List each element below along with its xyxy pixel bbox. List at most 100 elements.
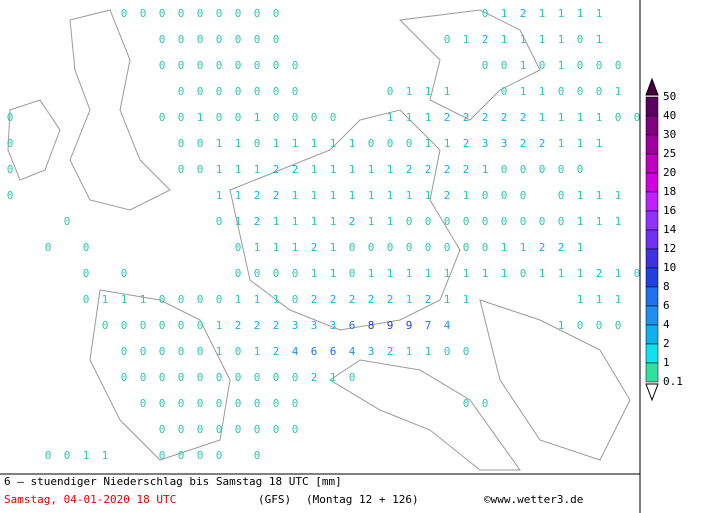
grid-value: 1 <box>368 189 375 202</box>
grid-value: 4 <box>292 345 299 358</box>
grid-value: 1 <box>615 215 622 228</box>
grid-value: 0 <box>254 59 261 72</box>
legend-swatch <box>645 229 659 250</box>
grid-value: 1 <box>520 33 527 46</box>
grid-value: 0 <box>254 371 261 384</box>
grid-value: 0 <box>387 241 394 254</box>
grid-value: 0 <box>197 137 204 150</box>
grid-value: 1 <box>501 241 508 254</box>
grid-value: 1 <box>102 293 109 306</box>
legend-swatch <box>645 286 659 307</box>
grid-value: 1 <box>577 215 584 228</box>
legend-label: 50 <box>663 90 676 103</box>
grid-value: 1 <box>349 189 356 202</box>
grid-value: 2 <box>463 111 470 124</box>
legend-label: 6 <box>663 299 670 312</box>
grid-value: 0 <box>216 7 223 20</box>
grid-value: 1 <box>444 137 451 150</box>
grid-value: 0 <box>216 33 223 46</box>
grid-value: 0 <box>45 241 52 254</box>
grid-value: 1 <box>311 267 318 280</box>
grid-value: 0 <box>121 267 128 280</box>
grid-value: 0 <box>7 189 14 202</box>
grid-value: 1 <box>558 267 565 280</box>
legend-swatch <box>645 343 659 364</box>
grid-value: 1 <box>121 293 128 306</box>
grid-value: 1 <box>482 163 489 176</box>
grid-value: 0 <box>482 397 489 410</box>
grid-value: 2 <box>425 293 432 306</box>
grid-value: 0 <box>7 111 14 124</box>
grid-value: 4 <box>349 345 356 358</box>
grid-value: 1 <box>349 163 356 176</box>
grid-value: 0 <box>216 85 223 98</box>
legend-arrow-top <box>645 77 659 96</box>
grid-value: 0 <box>311 111 318 124</box>
grid-value: 0 <box>159 319 166 332</box>
grid-value: 0 <box>178 163 185 176</box>
grid-value: 0 <box>273 111 280 124</box>
legend-label: 20 <box>663 166 676 179</box>
grid-value: 1 <box>558 7 565 20</box>
grid-value: 0 <box>159 397 166 410</box>
grid-value: 2 <box>539 137 546 150</box>
grid-value: 1 <box>216 163 223 176</box>
grid-value: 1 <box>330 163 337 176</box>
grid-value: 0 <box>273 267 280 280</box>
legend-swatch <box>645 362 659 383</box>
grid-value: 0 <box>634 111 641 124</box>
grid-value: 0 <box>235 371 242 384</box>
grid-value: 1 <box>254 241 261 254</box>
grid-value: 1 <box>425 345 432 358</box>
grid-value: 0 <box>178 319 185 332</box>
grid-value: 0 <box>197 33 204 46</box>
grid-value: 0 <box>596 59 603 72</box>
grid-value: 0 <box>216 397 223 410</box>
grid-value: 1 <box>330 371 337 384</box>
grid-value: 0 <box>292 59 299 72</box>
grid-value: 0 <box>482 215 489 228</box>
grid-value: 0 <box>83 241 90 254</box>
grid-value: 0 <box>83 267 90 280</box>
legend-swatch <box>645 134 659 155</box>
grid-value: 1 <box>539 85 546 98</box>
grid-value: 1 <box>558 137 565 150</box>
grid-value: 0 <box>615 59 622 72</box>
grid-value: 0 <box>482 241 489 254</box>
grid-value: 0 <box>558 189 565 202</box>
grid-value: 1 <box>254 163 261 176</box>
grid-value: 0 <box>577 33 584 46</box>
grid-value: 2 <box>273 163 280 176</box>
grid-value: 3 <box>330 319 337 332</box>
grid-value: 0 <box>558 215 565 228</box>
grid-value: 4 <box>444 319 451 332</box>
grid-value: 0 <box>615 319 622 332</box>
grid-value: 0 <box>178 59 185 72</box>
grid-value: 0 <box>482 189 489 202</box>
grid-value: 0 <box>254 137 261 150</box>
grid-value: 0 <box>197 449 204 462</box>
value-grid: 0 0 0 0 0 0 0 0 0 0 1 2 1 1 1 10 0 0 0 0 0 0 0 1 2 1 1 1 1 0 10 0 0 0 0 0 0 0… <box>7 7 641 462</box>
grid-value: 0 <box>273 59 280 72</box>
grid-value: 1 <box>368 215 375 228</box>
grid-value: 1 <box>463 267 470 280</box>
legend-label: 1 <box>663 356 670 369</box>
grid-value: 0 <box>482 59 489 72</box>
grid-value: 0 <box>292 371 299 384</box>
footer-model: (GFS) <box>258 493 291 506</box>
grid-value: 0 <box>159 111 166 124</box>
grid-value: 1 <box>330 215 337 228</box>
grid-value: 0 <box>539 59 546 72</box>
grid-value: 1 <box>558 59 565 72</box>
grid-value: 0 <box>406 241 413 254</box>
grid-value: 1 <box>577 241 584 254</box>
grid-value: 0 <box>349 241 356 254</box>
grid-value: 1 <box>406 267 413 280</box>
grid-value: 1 <box>330 267 337 280</box>
grid-value: 0 <box>83 293 90 306</box>
grid-value: 1 <box>520 85 527 98</box>
grid-value: 0 <box>463 345 470 358</box>
grid-value: 0 <box>178 33 185 46</box>
grid-value: 0 <box>558 85 565 98</box>
